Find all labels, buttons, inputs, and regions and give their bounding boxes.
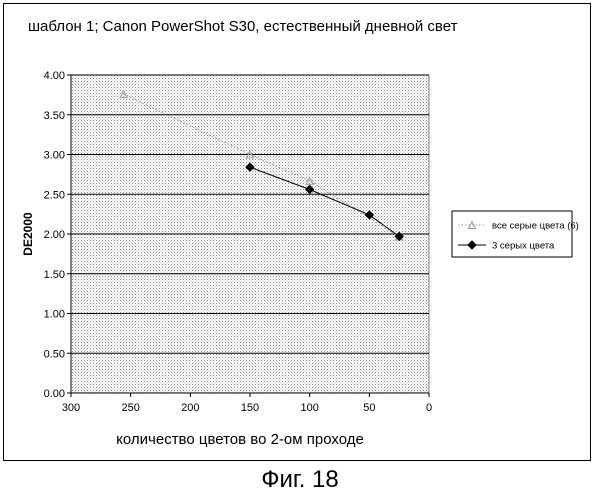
y-tick-label: 0.50	[44, 348, 65, 360]
x-tick-label: 250	[121, 402, 139, 414]
figure-caption: Фиг. 18	[0, 466, 600, 494]
x-tick-label: 0	[426, 402, 432, 414]
x-tick-labels: 300 250 200 150 100 50 0	[62, 402, 432, 414]
x-tick-label: 150	[241, 402, 259, 414]
y-tick-label: 3.50	[44, 110, 65, 122]
y-tick-label: 1.50	[44, 269, 65, 281]
x-axis-label: количество цветов во 2-ом проходе	[116, 431, 364, 448]
y-tick-label: 3.00	[44, 150, 65, 162]
y-tick-labels: 0.00 0.50 1.00 1.50 2.00 2.50 3.00 3.50 4.00	[44, 70, 65, 400]
x-tick-label: 200	[181, 402, 199, 414]
y-tick-label: 0.00	[44, 388, 65, 400]
x-tick-label: 50	[363, 402, 375, 414]
legend-label: 3 серых цвета	[492, 241, 555, 252]
y-tick-label: 2.50	[44, 189, 65, 201]
legend-label: все серые цвета (6)	[492, 221, 579, 232]
x-tick-label: 100	[300, 402, 318, 414]
legend: все серые цвета (6) 3 серых цвета	[452, 211, 579, 257]
y-tick-label: 2.00	[44, 229, 65, 241]
y-tick-label: 1.00	[44, 309, 65, 321]
x-tick-label: 300	[62, 402, 80, 414]
y-axis-label: DE2000	[21, 212, 35, 256]
y-tick-label: 4.00	[44, 70, 65, 82]
